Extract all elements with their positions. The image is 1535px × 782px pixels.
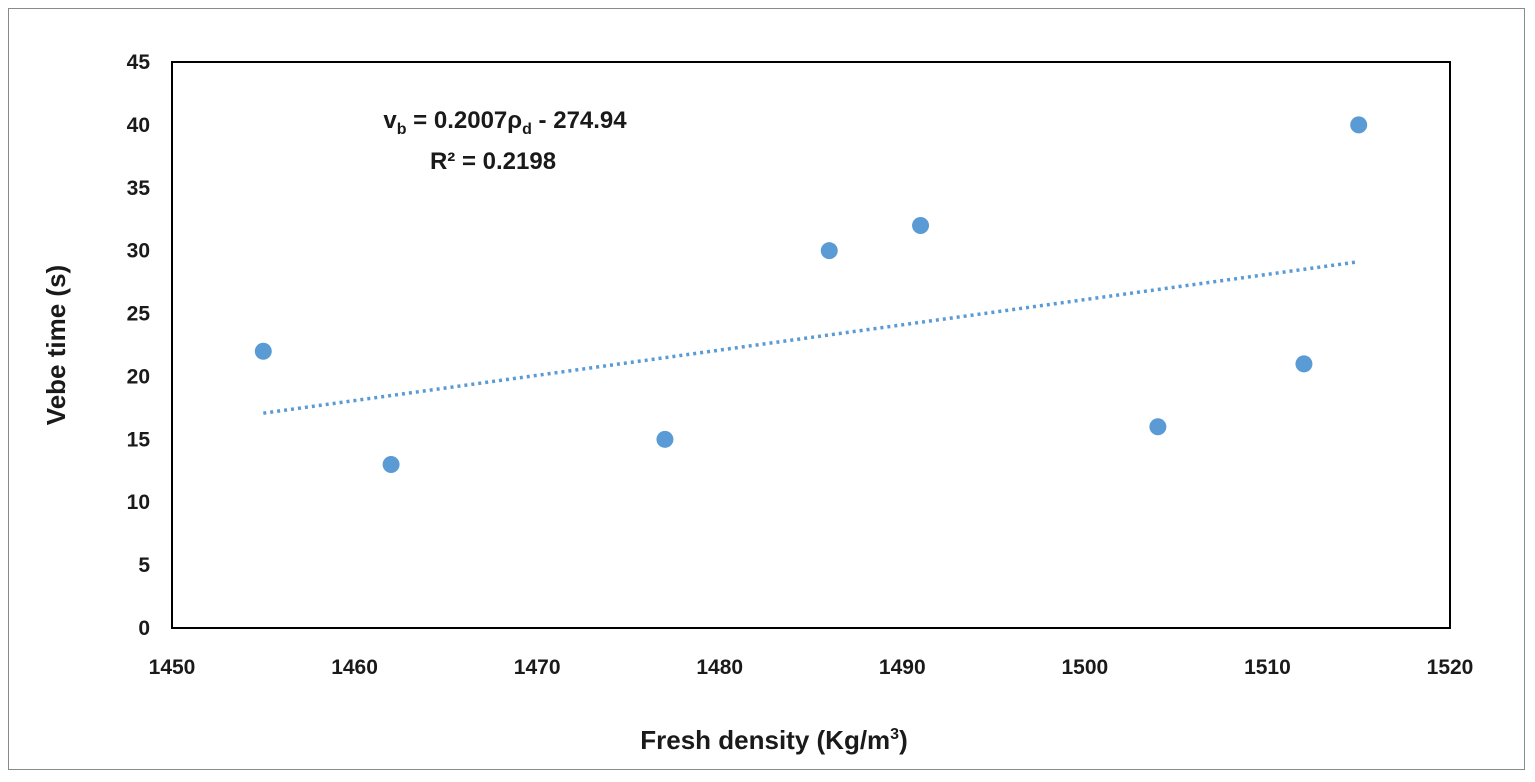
x-axis-ticks: 1450 1460 1470 1480 1490 1500 1510 1520 bbox=[149, 656, 1474, 679]
x-axis-label: Fresh density (Kg/m3) bbox=[640, 725, 908, 755]
plot-area bbox=[171, 61, 1451, 629]
x-tick-label: 1520 bbox=[1427, 656, 1474, 679]
equation-v: v bbox=[383, 107, 397, 134]
x-tick-label: 1450 bbox=[149, 656, 196, 679]
y-tick-label: 30 bbox=[127, 240, 150, 263]
x-tick-label: 1480 bbox=[696, 656, 743, 679]
x-tick-label: 1460 bbox=[331, 656, 378, 679]
x-tick-label: 1510 bbox=[1244, 656, 1291, 679]
y-tick-label: 20 bbox=[127, 365, 150, 388]
x-axis-label-end: ) bbox=[899, 725, 908, 755]
equation-label: vb = 0.2007ρd - 274.94 bbox=[383, 107, 627, 138]
data-point bbox=[254, 342, 272, 360]
equation-end: - 274.94 bbox=[532, 107, 627, 134]
y-axis-label: Vebe time (s) bbox=[41, 265, 71, 425]
equation-v-sub: b bbox=[397, 121, 407, 138]
y-axis-ticks: 0 5 10 15 20 25 30 35 40 45 bbox=[127, 51, 151, 640]
y-tick-label: 0 bbox=[138, 617, 150, 640]
y-tick-label: 5 bbox=[138, 554, 150, 577]
trendline bbox=[263, 259, 1359, 415]
data-point bbox=[1350, 116, 1368, 134]
x-tick-label: 1500 bbox=[1061, 656, 1108, 679]
r-squared-label: R² = 0.2198 bbox=[430, 148, 556, 175]
y-tick-label: 15 bbox=[127, 428, 151, 451]
y-tick-label: 10 bbox=[127, 491, 150, 514]
chart-frame bbox=[8, 8, 1525, 770]
data-point bbox=[1149, 418, 1167, 436]
x-axis-label-main: Fresh density (Kg/m bbox=[640, 725, 890, 755]
data-point bbox=[912, 217, 930, 235]
data-point bbox=[1295, 355, 1313, 373]
data-points bbox=[254, 116, 1368, 473]
y-tick-label: 25 bbox=[127, 303, 151, 326]
x-tick-label: 1470 bbox=[514, 656, 561, 679]
y-tick-label: 40 bbox=[127, 114, 150, 137]
data-point bbox=[820, 242, 838, 260]
x-tick-label: 1490 bbox=[879, 656, 926, 679]
data-point bbox=[656, 430, 674, 448]
y-tick-label: 35 bbox=[127, 177, 151, 200]
data-point bbox=[382, 455, 400, 473]
equation-rho-sub: d bbox=[522, 121, 532, 138]
equation-mid: = 0.2007ρ bbox=[407, 107, 523, 134]
x-axis-label-sup: 3 bbox=[890, 726, 899, 743]
y-tick-label: 45 bbox=[127, 51, 151, 74]
